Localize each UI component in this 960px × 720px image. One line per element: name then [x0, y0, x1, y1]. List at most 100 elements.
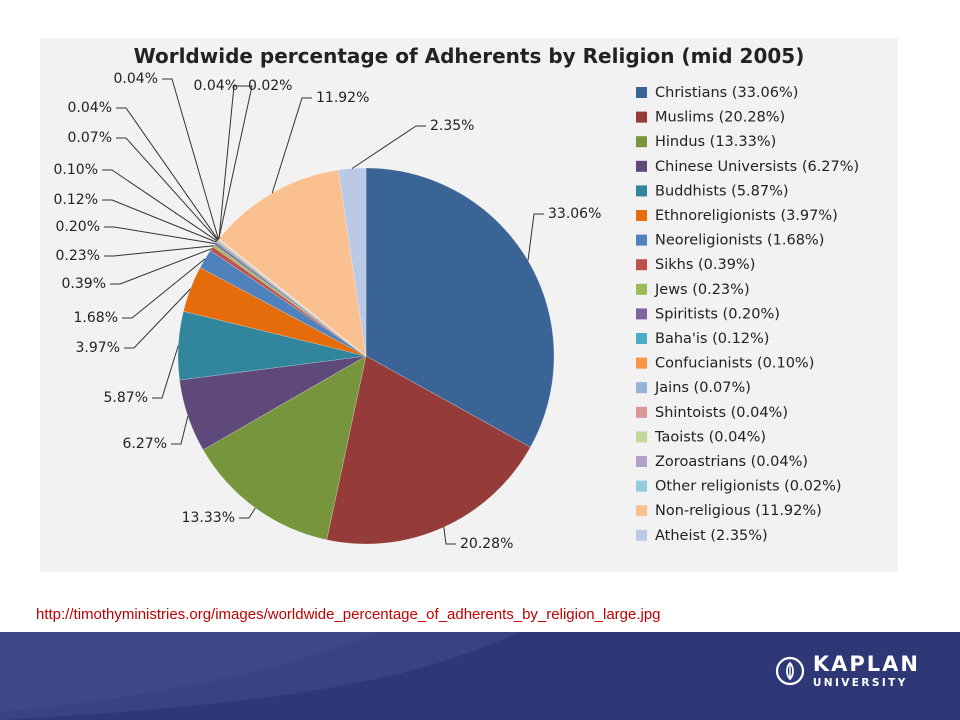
- data-label-chinese-universists: 6.27%: [123, 436, 167, 452]
- leader-line-taoists: [162, 78, 219, 240]
- legend-item-neoreligionists: Neoreligionists (1.68%): [636, 233, 824, 249]
- legend-label-christians: Christians (33.06%): [655, 85, 798, 101]
- legend-swatch-spiritists: [636, 308, 647, 320]
- leader-line-non-religious: [271, 97, 312, 194]
- leader-line-other-religionists: [218, 85, 244, 239]
- legend-item-buddhists: Buddhists (5.87%): [636, 183, 789, 199]
- leader-lines: [102, 78, 544, 545]
- data-label-shintoists: 0.04%: [68, 100, 112, 116]
- leader-line-hindus: [239, 507, 256, 519]
- legend-label-zoroastrians: Zoroastrians (0.04%): [655, 454, 808, 470]
- data-label-confucianists: 0.10%: [54, 162, 98, 178]
- leader-line-atheist: [351, 125, 426, 169]
- leader-line-zoroastrians: [218, 85, 253, 240]
- legend-swatch-confucianists: [636, 357, 647, 369]
- legend-label-sikhs: Sikhs (0.39%): [655, 257, 755, 273]
- legend-label-confucianists: Confucianists (0.10%): [655, 356, 814, 372]
- legend-label-muslims: Muslims (20.28%): [655, 110, 785, 126]
- legend-label-buddhists: Buddhists (5.87%): [655, 183, 789, 199]
- legend-swatch-neoreligionists: [636, 234, 647, 246]
- logo-text: KAPLAN UNIVERSITY: [813, 654, 920, 689]
- legend-item-zoroastrians: Zoroastrians (0.04%): [636, 454, 808, 470]
- legend-label-chinese-universists: Chinese Universists (6.27%): [655, 159, 859, 175]
- legend-item-jews: Jews (0.23%): [636, 282, 750, 298]
- data-label-non-religious: 11.92%: [316, 90, 369, 106]
- data-label-spiritists: 0.20%: [56, 219, 100, 235]
- legend-swatch-sikhs: [636, 259, 647, 271]
- data-label-muslims: 20.28%: [460, 536, 513, 552]
- legend-item-shintoists: Shintoists (0.04%): [636, 405, 788, 421]
- legend-swatch-non-religious: [636, 505, 647, 517]
- legend-item-non-religious: Non-religious (11.92%): [636, 503, 822, 519]
- data-label-sikhs: 0.39%: [62, 276, 106, 292]
- leader-line-baha-is: [102, 199, 217, 243]
- legend-item-sikhs: Sikhs (0.39%): [636, 257, 755, 273]
- leader-line-jews: [104, 245, 214, 257]
- leader-line-neoreligionists: [122, 258, 206, 319]
- legend-swatch-atheist: [636, 529, 647, 541]
- data-label-jews: 0.23%: [56, 248, 100, 264]
- data-label-taoists: 0.04%: [114, 71, 158, 87]
- leader-line-jains: [116, 137, 219, 241]
- legend-item-jains: Jains (0.07%): [636, 380, 751, 396]
- legend-label-taoists: Taoists (0.04%): [654, 429, 766, 445]
- pie-slices: [177, 167, 555, 545]
- data-label-buddhists: 5.87%: [104, 390, 148, 406]
- slice-chinese-universists: [179, 355, 367, 451]
- leader-line-spiritists: [104, 226, 216, 245]
- data-label-neoreligionists: 1.68%: [74, 310, 118, 326]
- slice-christians: [365, 167, 555, 448]
- leader-line-chinese-universists: [171, 415, 189, 445]
- data-label-baha-is: 0.12%: [54, 192, 98, 208]
- data-label-hindus: 13.33%: [182, 510, 235, 526]
- slice-hindus: [202, 355, 367, 541]
- legend-swatch-jews: [636, 283, 647, 295]
- legend-item-muslims: Muslims (20.28%): [636, 110, 785, 126]
- legend-swatch-christians: [636, 87, 647, 98]
- logo-kaplan: KAPLAN: [812, 652, 920, 676]
- legend-item-confucianists: Confucianists (0.10%): [636, 356, 814, 372]
- data-label-other-religionists: 0.02%: [248, 78, 292, 94]
- chart-title: Worldwide percentage of Adherents by Rel…: [134, 44, 805, 68]
- slice-baha-is: [215, 241, 367, 357]
- leader-line-christians: [527, 213, 544, 261]
- slice-muslims: [326, 355, 531, 545]
- legend-label-baha-is: Baha'is (0.12%): [655, 331, 769, 347]
- slice-non-religious: [218, 169, 367, 357]
- legend-swatch-muslims: [636, 111, 647, 123]
- legend-swatch-zoroastrians: [636, 456, 647, 467]
- legend: Christians (33.06%) Muslims (20.28%) Hindu…: [636, 85, 859, 544]
- data-label-atheist: 2.35%: [430, 118, 474, 134]
- legend-item-ethnoreligionists: Ethnoreligionists (3.97%): [636, 208, 838, 224]
- legend-item-hindus: Hindus (13.33%): [636, 134, 776, 150]
- legend-swatch-jains: [636, 382, 647, 394]
- slice-buddhists: [177, 310, 367, 381]
- legend-label-non-religious: Non-religious (11.92%): [655, 503, 822, 519]
- legend-item-spiritists: Spiritists (0.20%): [636, 306, 780, 322]
- leader-line-ethnoreligionists: [124, 288, 191, 349]
- data-labels: 33.06% 20.28% 13.33% 6.27% 5.87% 3.97% 1.68% 0.…: [54, 71, 602, 552]
- legend-swatch-taoists: [636, 431, 647, 443]
- leader-line-confucianists: [102, 169, 218, 242]
- legend-item-atheist: Atheist (2.35%): [636, 528, 768, 544]
- data-label-jains: 0.07%: [68, 130, 112, 146]
- kaplan-logo[interactable]: KAPLAN UNIVERSITY: [775, 654, 920, 689]
- source-url[interactable]: http://timothyministries.org/images/worl…: [36, 606, 661, 623]
- legend-item-taoists: Taoists (0.04%): [636, 429, 766, 445]
- footer-decoration: [0, 632, 520, 720]
- legend-item-other-religionists: Other religionists (0.02%): [636, 479, 842, 495]
- leader-line-shintoists: [116, 107, 219, 241]
- legend-item-chinese-universists: Chinese Universists (6.27%): [636, 159, 859, 175]
- legend-label-jains: Jains (0.07%): [654, 380, 751, 396]
- leader-line-muslims: [443, 527, 456, 545]
- slice-ethnoreligionists: [183, 267, 367, 357]
- data-label-christians: 33.06%: [548, 206, 601, 222]
- legend-swatch-buddhists: [636, 185, 647, 197]
- legend-swatch-chinese-universists: [636, 160, 647, 172]
- legend-label-spiritists: Spiritists (0.20%): [655, 306, 780, 322]
- pie-chart: Worldwide percentage of Adherents by Rel…: [54, 44, 860, 552]
- legend-label-shintoists: Shintoists (0.04%): [655, 405, 788, 421]
- legend-label-hindus: Hindus (13.33%): [655, 134, 776, 150]
- data-label-ethnoreligionists: 3.97%: [76, 340, 120, 356]
- legend-label-jews: Jews (0.23%): [654, 282, 750, 298]
